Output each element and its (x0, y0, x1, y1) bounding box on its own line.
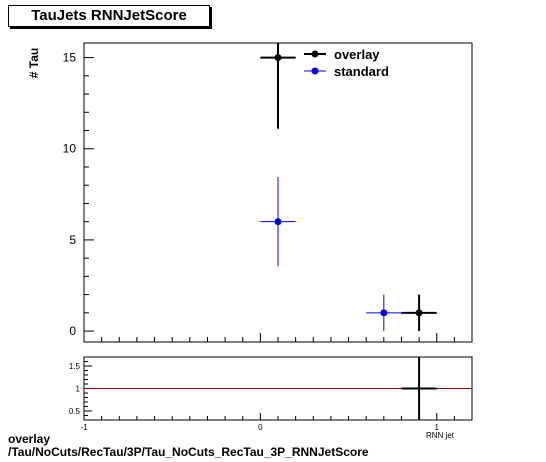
footer-label: overlay (8, 432, 51, 446)
ratio-y-tick-label: 0.5 (69, 407, 81, 416)
y-axis-label: # Tau (27, 48, 41, 78)
ratio-y-tick-label: 1.5 (69, 362, 81, 371)
y-tick-label: 10 (63, 142, 77, 156)
data-point-overlay (415, 309, 423, 317)
legend-marker-standard (311, 67, 319, 75)
ratio-y-tick-label: 1 (76, 385, 81, 394)
ratio-x-tick-label: 1 (435, 423, 440, 432)
data-point-standard (274, 218, 282, 226)
y-tick-label: 5 (69, 233, 76, 247)
ratio-x-tick-label: 0 (258, 423, 263, 432)
legend-marker-overlay (311, 50, 319, 58)
y-tick-label: 0 (69, 324, 76, 338)
chart-title: TauJets RNNJetScore (8, 5, 210, 27)
data-point-standard (380, 309, 388, 317)
legend-label-standard: standard (334, 64, 389, 79)
footer-path: /Tau/NoCuts/RecTau/3P/Tau_NoCuts_RecTau_… (8, 445, 369, 459)
y-tick-label: 15 (63, 51, 77, 65)
data-point-overlay (274, 54, 282, 62)
ratio-x-tick-label: -1 (80, 423, 88, 432)
ratio-x-axis-label: RNN jet (426, 431, 455, 440)
legend-label-overlay: overlay (334, 47, 380, 62)
